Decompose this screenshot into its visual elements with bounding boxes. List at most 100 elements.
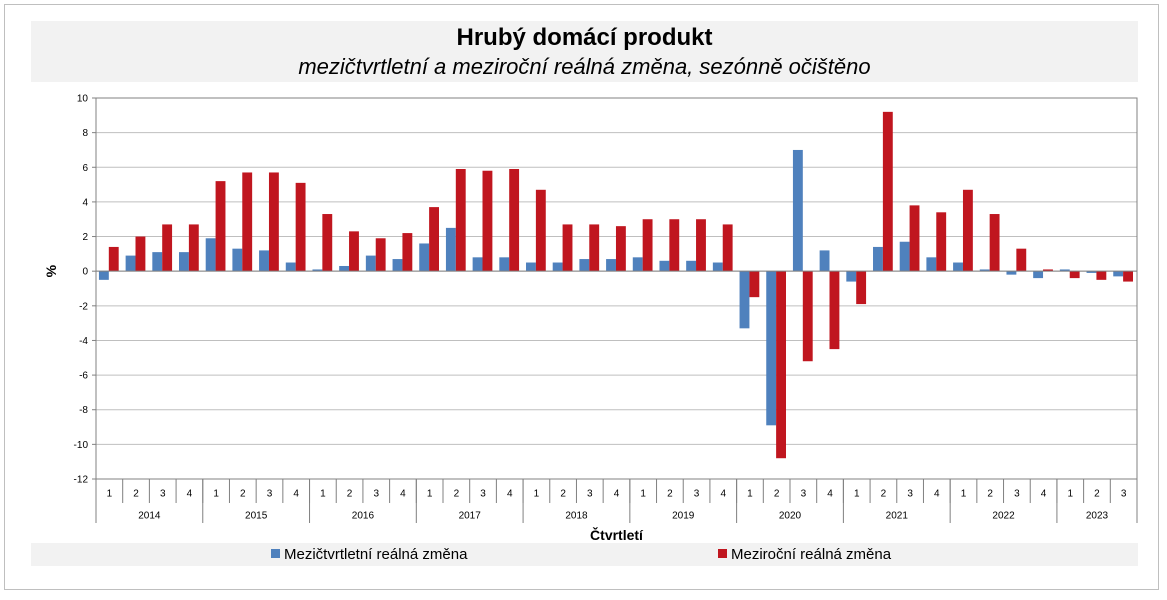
- chart-subtitle: mezičtvrtletní a meziroční reálná změna,…: [298, 54, 871, 79]
- bar-yoy: [1043, 269, 1053, 272]
- x-tick-label: 1: [1067, 489, 1073, 500]
- x-tick-label: 1: [107, 489, 113, 500]
- x-tick-label: 3: [587, 489, 593, 500]
- x-axis-title: Čtvrtletí: [590, 526, 644, 543]
- x-tick-label: 1: [961, 489, 967, 500]
- bar-qoq: [846, 271, 857, 282]
- bar-yoy: [322, 214, 333, 272]
- bar-yoy: [295, 182, 306, 272]
- bar-qoq: [552, 262, 563, 272]
- x-tick-label: 2: [774, 489, 780, 500]
- bar-qoq: [632, 257, 643, 272]
- bar-qoq: [1059, 269, 1070, 272]
- bar-qoq: [1033, 271, 1044, 279]
- bar-yoy: [1016, 248, 1027, 272]
- bar-yoy: [162, 224, 173, 272]
- year-label: 2017: [459, 511, 482, 522]
- year-label: 2016: [352, 511, 375, 522]
- x-tick-label: 1: [534, 489, 540, 500]
- y-tick-label: -8: [79, 405, 88, 416]
- x-tick-label: 3: [694, 489, 700, 500]
- y-tick-label: 8: [82, 128, 88, 139]
- y-tick-label: 6: [82, 163, 88, 174]
- bar-yoy: [615, 226, 626, 272]
- y-tick-label: -2: [79, 301, 88, 312]
- bar-qoq: [579, 259, 590, 272]
- x-tick-label: 3: [373, 489, 379, 500]
- bar-yoy: [802, 271, 813, 362]
- legend-item-yoy: Meziroční reálná změna: [718, 546, 891, 563]
- bar-yoy: [402, 233, 413, 272]
- bar-qoq: [819, 250, 830, 272]
- chart-title: Hrubý domácí produkt: [456, 24, 713, 51]
- bar-yoy: [1096, 271, 1107, 280]
- bar-yoy: [375, 238, 386, 272]
- x-tick-label: 3: [907, 489, 913, 500]
- bar-qoq: [392, 259, 403, 272]
- y-tick-label: -10: [74, 440, 89, 451]
- title-box: Hrubý domácí produkt mezičtvrtletní a me…: [31, 21, 1138, 82]
- x-tick-label: 4: [400, 489, 406, 500]
- bar-yoy: [455, 169, 466, 272]
- bar-yoy: [642, 219, 653, 272]
- y-tick-label: -12: [74, 475, 89, 486]
- bar-qoq: [712, 262, 723, 272]
- bar-qoq: [285, 262, 296, 272]
- bar-qoq: [445, 227, 456, 272]
- year-label: 2018: [565, 511, 588, 522]
- x-tick-label: 2: [881, 489, 887, 500]
- bar-qoq: [739, 271, 750, 329]
- bar-yoy: [749, 271, 760, 298]
- x-tick-label: 4: [720, 489, 726, 500]
- bar-yoy: [936, 212, 947, 272]
- bar-qoq: [179, 252, 189, 272]
- y-tick-label: -6: [79, 371, 88, 382]
- bar-qoq: [499, 257, 510, 272]
- y-tick-label: 10: [77, 94, 89, 105]
- bar-yoy: [215, 181, 226, 272]
- x-tick-label: 2: [987, 489, 993, 500]
- legend-item-qoq: Mezičtvrtletní reálná změna: [271, 546, 467, 563]
- bar-qoq: [1113, 271, 1124, 277]
- bar-yoy: [509, 169, 520, 272]
- x-tick-label: 4: [187, 489, 193, 500]
- year-label: 2023: [1086, 511, 1109, 522]
- bar-qoq: [766, 271, 777, 426]
- bar-yoy: [482, 170, 493, 272]
- y-tick-label: 0: [82, 267, 88, 278]
- bar-yoy: [589, 224, 600, 272]
- x-tick-label: 2: [667, 489, 673, 500]
- year-label: 2015: [245, 511, 268, 522]
- bar-qoq: [312, 269, 323, 272]
- year-label: 2019: [672, 511, 695, 522]
- bar-qoq: [979, 269, 990, 272]
- bar-yoy: [242, 172, 253, 272]
- x-tick-label: 3: [267, 489, 273, 500]
- bar-qoq: [899, 241, 910, 272]
- x-tick-label: 2: [133, 489, 139, 500]
- y-tick-label: 4: [82, 197, 88, 208]
- bar-yoy: [535, 189, 546, 272]
- year-label: 2022: [992, 511, 1015, 522]
- x-tick-label: 1: [747, 489, 753, 500]
- x-tick-label: 3: [1014, 489, 1020, 500]
- x-tick-label: 4: [1041, 489, 1047, 500]
- bar-yoy: [429, 207, 439, 272]
- x-tick-label: 1: [640, 489, 646, 500]
- bar-qoq: [659, 260, 670, 272]
- x-tick-label: 3: [801, 489, 807, 500]
- x-tick-label: 4: [293, 489, 299, 500]
- x-tick-label: 1: [854, 489, 860, 500]
- bar-qoq: [125, 255, 136, 272]
- bar-qoq: [259, 250, 269, 272]
- bar-yoy: [349, 231, 359, 272]
- x-tick-label: 4: [934, 489, 940, 500]
- bar-qoq: [926, 257, 937, 272]
- year-label: 2014: [138, 511, 161, 522]
- bar-qoq: [686, 260, 697, 272]
- bar-yoy: [562, 224, 573, 272]
- x-tick-label: 3: [160, 489, 166, 500]
- x-tick-label: 4: [614, 489, 620, 500]
- legend-swatch-qoq: [271, 549, 280, 558]
- bar-yoy: [829, 271, 840, 350]
